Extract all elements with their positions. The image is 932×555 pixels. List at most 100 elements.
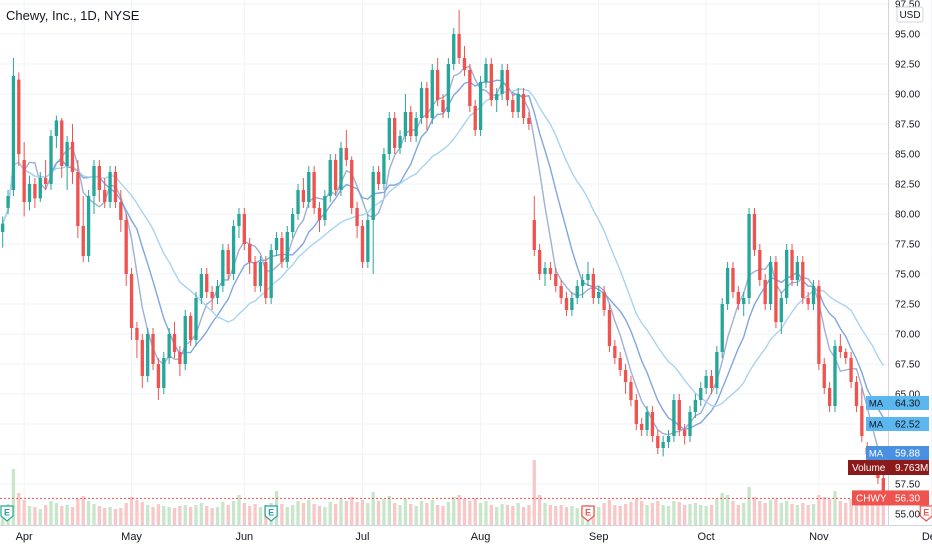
candle-body (371, 172, 375, 220)
volume-bar (790, 504, 794, 525)
volume-bar (784, 501, 789, 525)
candle-body (704, 376, 708, 388)
candle-body (693, 400, 698, 412)
volume-bar (473, 498, 477, 525)
volume-bar (350, 497, 354, 525)
candle-body (6, 196, 10, 208)
volume-bar (81, 496, 85, 525)
volume-bar (543, 503, 547, 525)
volume-bar (210, 508, 214, 525)
candle-body (70, 142, 75, 172)
candle-body (285, 232, 289, 262)
volume-bar (226, 505, 230, 525)
x-tick-label: Nov (809, 531, 829, 543)
ma-line (2, 88, 884, 407)
volume-bar (11, 469, 16, 525)
candle-body (162, 358, 166, 388)
currency-badge[interactable] (896, 6, 924, 23)
y-tick-label: 87.50 (895, 120, 920, 131)
candle-body (784, 250, 789, 298)
candle-body (414, 118, 418, 136)
candle-body (495, 94, 499, 100)
volume-bar (666, 506, 671, 525)
x-tick-label: Oct (698, 531, 715, 543)
volume-bar (645, 505, 649, 525)
pill-label: MA (869, 399, 884, 410)
time-axis[interactable]: Apr May Jun Jul Aug Sep Oct Nov Dec (16, 531, 932, 543)
volume-bar (688, 504, 692, 525)
volume-bar (33, 507, 37, 525)
volume-bar (285, 507, 289, 525)
volume-bar (704, 506, 708, 525)
volume-bar (693, 503, 698, 525)
volume-bar (371, 492, 375, 525)
volume-bar (393, 503, 397, 525)
volume-bar (720, 493, 724, 525)
volume-bar (779, 503, 783, 525)
y-tick-label: 85.00 (895, 150, 920, 161)
volume-bar (650, 503, 655, 525)
candle-body (854, 382, 859, 406)
candle-body (86, 196, 91, 256)
earnings-mark[interactable] (919, 505, 932, 522)
volume-bar (221, 502, 225, 525)
candle-body (833, 346, 837, 406)
candle-body (715, 352, 719, 388)
candle-body (146, 334, 150, 376)
candle-body (183, 316, 187, 364)
candle-body (457, 34, 461, 58)
candle-body (731, 268, 735, 292)
candle-body (795, 262, 800, 280)
volume-bar (640, 501, 644, 525)
candle-body (307, 172, 311, 202)
candle-body (763, 280, 767, 304)
candle-body (231, 226, 236, 274)
earnings-mark-label: E (923, 508, 929, 518)
volume-bar (865, 495, 869, 525)
candle-body (108, 172, 112, 202)
volume-bar (602, 503, 606, 525)
candle-body (65, 142, 69, 166)
volume-bar (290, 505, 295, 525)
candle-body (559, 286, 563, 298)
volume-bar (430, 500, 434, 525)
volume-bar (366, 503, 370, 525)
candle-body (645, 412, 649, 430)
volume-bar (248, 506, 252, 525)
volume-bar (307, 500, 311, 525)
volume-bar (135, 500, 139, 525)
volume-bar (537, 495, 542, 525)
volume-bar (849, 499, 853, 525)
candle-body (317, 208, 322, 220)
pill-value-bg (886, 446, 929, 460)
volume-bar (747, 487, 751, 525)
candle-body (290, 214, 295, 232)
volume-bar (742, 503, 746, 525)
candle-body (860, 406, 864, 436)
candle-body (38, 178, 42, 199)
y-tick-label: 67.50 (895, 360, 920, 371)
volume-bar (870, 497, 875, 525)
candle-body (575, 286, 579, 298)
pill-label: MA (869, 449, 884, 460)
candle-body (629, 382, 633, 400)
volume-bar (844, 503, 848, 525)
earnings-mark[interactable] (581, 505, 595, 522)
candle-body (258, 262, 263, 286)
candle-body (124, 220, 128, 274)
volume-bar (49, 501, 53, 525)
candle-body (537, 250, 542, 274)
candle-body (81, 226, 85, 256)
candle-body (677, 400, 681, 430)
volume-bar (511, 506, 515, 525)
earnings-mark[interactable] (264, 505, 278, 522)
candle-body (248, 244, 252, 262)
candle-body (178, 352, 182, 364)
earnings-mark[interactable] (0, 505, 14, 522)
x-tick-label: Jun (235, 531, 253, 543)
volume-bar (376, 501, 381, 525)
candle-body (360, 226, 365, 262)
candle-body (387, 118, 391, 154)
candle-body (570, 298, 574, 310)
